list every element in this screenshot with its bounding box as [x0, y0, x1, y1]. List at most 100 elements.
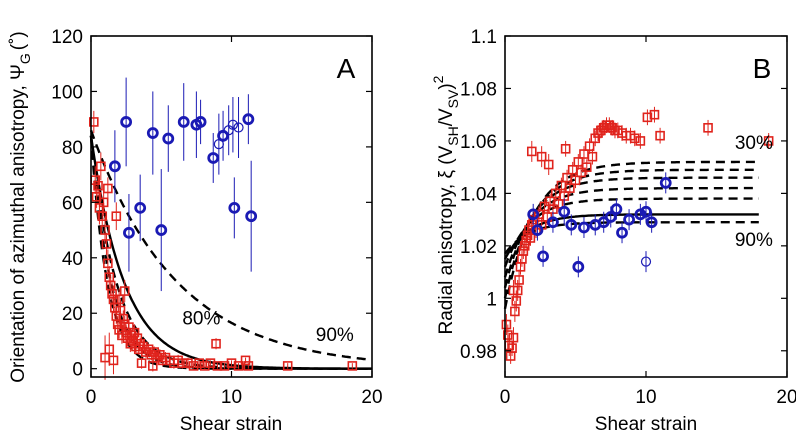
panel-b-y-tick-label: 1.08 — [460, 79, 497, 100]
panel-a-red-square-point — [347, 361, 358, 371]
panel-a-blue-circle-point — [227, 119, 239, 130]
panel-a-red-square-point — [143, 344, 154, 355]
panel-b-red-square-point — [507, 343, 517, 353]
panel-b-fit-dash-30 — [503, 160, 759, 310]
panel-a-red-square-point — [129, 327, 140, 338]
panel-b-blue-circle-point — [604, 211, 617, 223]
panel-a-y-axis-label: Orientation of azimuthal anisotropy, ΨG (… — [8, 31, 33, 383]
panel-a-blue-circle-point — [242, 113, 255, 126]
panel-b-ticks: 0 10 20 0.98 1 1.02 1.04 1.06 1.08 1.1 — [460, 27, 796, 408]
panel-b-y-label-main: Radial anisotropy, ξ (V — [436, 145, 457, 334]
panel-b-red-square-point — [519, 241, 530, 251]
panel-a-blue-circle-point — [123, 226, 135, 239]
panel-a-red-square-point — [111, 211, 122, 222]
panel-b-fit-dash-50 — [503, 176, 759, 289]
panel-b-blue-circle-point — [640, 256, 652, 267]
panel-b-blue-circle-point — [640, 205, 652, 218]
panel-a-blue-circle-point — [108, 160, 121, 173]
panel-a-red-square-point — [177, 358, 188, 368]
panel-a-red-square-point — [112, 319, 123, 330]
panel-b-red-square-point — [649, 109, 660, 120]
panel-b-y-tick-label: 1 — [486, 289, 497, 310]
panel-a-red-square-point — [103, 183, 113, 194]
panel-b-x-axis-label: Shear strain — [595, 414, 697, 435]
panel-b-blue-circle-point — [527, 208, 540, 221]
panel-a-red-square-point — [91, 191, 102, 202]
panel-a-red-square-point — [212, 361, 223, 371]
panel-a-red-square-point — [98, 197, 109, 208]
panel-b-x-tick-label: 20 — [776, 387, 796, 408]
panel-b-red-square-point — [584, 141, 595, 151]
panel-a-label: A — [337, 53, 356, 84]
panel-b-fit-curves — [503, 160, 759, 310]
panel-b-red-square-point — [536, 151, 547, 162]
panel-a-red-square-point — [205, 358, 216, 368]
panel-a-red-square-point — [226, 358, 237, 368]
panel-a-red-square-point — [118, 313, 129, 324]
panel-b-red-square-point — [607, 123, 617, 133]
panel-a-red-square-point — [188, 361, 199, 371]
panel-a-red-square-point — [219, 361, 230, 371]
panel-b-blue-circle-point — [623, 213, 635, 226]
panel-a-red-square-point — [183, 358, 193, 368]
panel-a-red-square-point — [282, 361, 293, 371]
panel-a-y-tick-label: 120 — [51, 27, 83, 48]
panel-b-blue-circle-point — [616, 226, 628, 239]
panel-b-red-square-point — [508, 285, 519, 296]
panel-a-red-square-point — [240, 355, 251, 366]
panel-b-red-square-point — [565, 183, 575, 193]
panel-b-blue-circle-point — [610, 203, 623, 216]
panel-a-blue-circle-point — [134, 201, 147, 214]
panel-a-blue-circle-point — [162, 132, 175, 145]
panel-b-red-square-point — [604, 120, 615, 130]
panel-a-blue-circle-point — [228, 201, 241, 214]
panel-a-red-square-point — [107, 289, 117, 299]
panel-b-red-square-point — [511, 296, 522, 306]
panel-a-fit-dash-90 — [89, 129, 373, 362]
panel-b-annotation-90: 90% — [735, 230, 773, 251]
panel-b-red-square-point — [635, 136, 646, 146]
panel-a-y-label-sub: G — [17, 53, 33, 64]
panel-b-y-label-sub2: SV — [445, 89, 461, 108]
panel-b-blue-circle-point — [537, 250, 549, 263]
panel-b-red-square-point — [522, 230, 533, 241]
panel-b-red-square-point — [576, 167, 586, 178]
panel-a-red-square-point — [136, 358, 147, 368]
panel-a-blue-circle-point — [245, 210, 258, 223]
panel-a-red-square-point — [211, 338, 221, 349]
panel-a-annotation-90: 90% — [316, 325, 354, 346]
panel-b-red-square-point — [593, 128, 603, 138]
panel-a-red-square-point — [103, 258, 113, 269]
panel-a-red-square-point — [200, 361, 210, 371]
panel-a-blue-circle-point — [155, 224, 168, 236]
panel-b-red-square-point — [510, 306, 520, 317]
panel-b-red-square-point — [590, 133, 601, 144]
panel-a-blue-circle-point — [194, 116, 207, 128]
panel-b-red-square-point — [508, 332, 519, 343]
panel-a-blue-circle-point — [217, 129, 229, 142]
panel-a-blue-circle-point — [207, 152, 220, 164]
panel-b-red-square-point — [655, 130, 665, 141]
panel-b-y-tick-label: 1.1 — [471, 27, 497, 48]
panel-b-blue-circle-point — [531, 224, 544, 237]
panel-a-y-tick-label: 20 — [62, 304, 83, 325]
panel-b-blue-circle-point — [659, 176, 672, 189]
panel-a-red-square-point — [149, 347, 160, 357]
panel-b-fit-dash-70 — [503, 197, 759, 268]
panel-b-red-square-point — [570, 175, 581, 186]
panel-b-y-label-sub1: SH — [445, 126, 461, 145]
panel-b-blue-circle-point — [572, 260, 585, 273]
panel-a-red-square-point — [135, 338, 145, 349]
panel-a-red-square-point — [119, 286, 130, 296]
panel-a-red-square-point — [233, 361, 244, 371]
panel-b-x-tick-label: 0 — [500, 387, 511, 408]
panel-b-red-square-point — [526, 146, 537, 157]
panel-a-annotation-80: 80% — [182, 308, 220, 329]
panel-a-y-label-main: Orientation of azimuthal anisotropy, Ψ — [8, 64, 29, 383]
panel-a-blue-circle-point — [120, 116, 133, 128]
panel-b-y-axis-label: Radial anisotropy, ξ (VSH/VSV)2 — [430, 75, 461, 334]
panel-a-ticks: 0 10 20 0 20 40 60 80 100 120 — [51, 27, 382, 408]
panel-b-y-tick-label: 1.04 — [460, 184, 497, 205]
panel-b-x-tick-label: 10 — [635, 387, 656, 408]
panel-b-red-square-point — [501, 319, 512, 330]
